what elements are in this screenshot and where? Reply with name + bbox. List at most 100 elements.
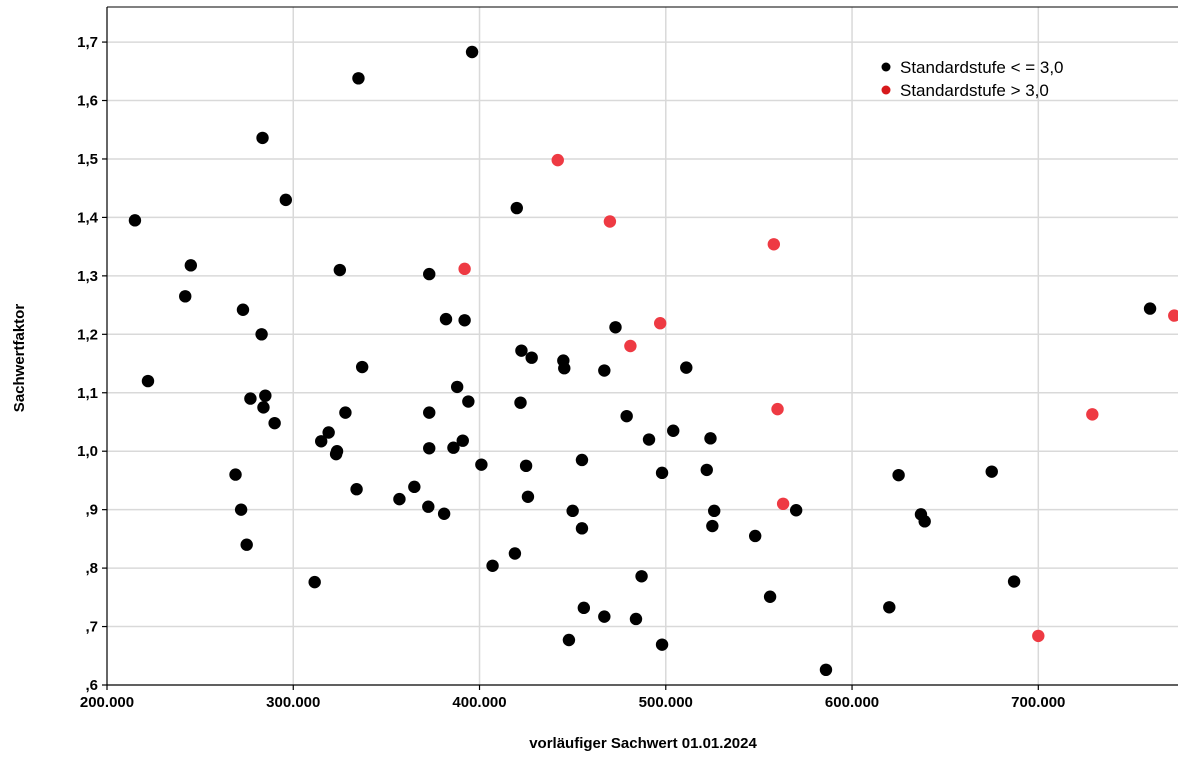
point-standardstufe-le-3 [279,193,293,207]
point-standardstufe-gt-3 [653,317,667,330]
point-standardstufe-gt-3 [551,153,564,167]
point-standardstufe-le-3 [525,351,538,364]
point-standardstufe-le-3 [985,465,998,478]
point-standardstufe-gt-3 [1168,309,1178,322]
point-standardstufe-le-3 [352,72,365,85]
point-standardstufe-le-3 [577,601,591,615]
point-standardstufe-le-3 [437,507,451,520]
point-standardstufe-le-3 [510,201,523,215]
point-standardstufe-le-3 [236,303,250,316]
point-standardstufe-le-3 [704,432,717,445]
point-standardstufe-le-3 [655,466,669,480]
point-standardstufe-le-3 [575,453,589,467]
y-axis-title: Sachwertfaktor [11,304,28,413]
point-standardstufe-gt-3 [1086,408,1099,421]
point-standardstufe-le-3 [423,442,436,455]
y-tick-label: 1,4 [77,209,99,226]
point-standardstufe-le-3 [423,406,436,419]
y-tick-label: 1,3 [77,268,98,285]
point-standardstufe-le-3 [598,610,611,623]
point-standardstufe-le-3 [256,131,269,145]
x-tick-label: 400.000 [452,694,506,711]
point-standardstufe-le-3 [819,663,833,677]
y-tick-label: ,8 [85,560,98,577]
point-standardstufe-le-3 [229,468,242,481]
point-standardstufe-le-3 [259,389,272,402]
y-tick-label: ,6 [85,677,98,694]
point-standardstufe-le-3 [892,468,905,482]
point-standardstufe-le-3 [575,522,589,535]
point-standardstufe-gt-3 [458,262,471,276]
x-tick-label: 500.000 [639,694,693,711]
point-standardstufe-le-3 [257,401,270,414]
point-standardstufe-le-3 [680,361,693,374]
point-standardstufe-le-3 [330,445,344,458]
point-standardstufe-le-3 [508,547,522,560]
point-standardstufe-gt-3 [624,339,637,353]
point-standardstufe-le-3 [439,312,453,326]
grid-layer [107,7,1178,685]
x-tick-label: 200.000 [80,694,134,711]
point-standardstufe-le-3 [1007,575,1021,588]
point-standardstufe-le-3 [244,392,257,405]
y-tick-label: 1,6 [77,93,98,110]
legend-label: Standardstufe > 3,0 [900,81,1049,100]
point-standardstufe-le-3 [515,344,528,357]
point-standardstufe-le-3 [350,482,363,496]
y-tick-label: ,9 [85,502,98,519]
point-standardstufe-le-3 [789,504,803,517]
points-layer [128,45,1178,677]
point-standardstufe-le-3 [322,426,335,439]
point-standardstufe-le-3 [763,590,777,603]
point-standardstufe-le-3 [234,503,248,516]
point-standardstufe-le-3 [456,434,469,447]
x-axis-title: vorläufiger Sachwert 01.01.2024 [529,735,757,752]
point-standardstufe-le-3 [240,538,253,551]
y-tick-label: 1,0 [77,443,98,460]
point-standardstufe-le-3 [447,441,460,454]
point-standardstufe-le-3 [184,259,198,272]
point-standardstufe-le-3 [883,601,896,614]
point-standardstufe-le-3 [642,433,656,446]
point-standardstufe-le-3 [519,459,533,473]
point-standardstufe-le-3 [635,570,648,583]
axes-layer: 200.000 300.000 400.000 500.000 600.000 700.0… [77,6,1178,711]
point-standardstufe-le-3 [706,519,719,533]
point-standardstufe-le-3 [128,214,142,227]
y-tick-label: 1,1 [77,385,98,402]
point-standardstufe-gt-3 [771,402,784,416]
point-standardstufe-le-3 [422,500,435,513]
y-tick-label: 1,5 [77,151,98,168]
point-standardstufe-le-3 [315,435,328,448]
y-tick-label: 1,7 [77,34,98,51]
point-standardstufe-le-3 [458,314,471,327]
point-standardstufe-le-3 [268,416,281,430]
point-standardstufe-le-3 [748,529,762,543]
point-standardstufe-gt-3 [776,497,790,511]
point-standardstufe-le-3 [141,374,155,388]
point-standardstufe-le-3 [598,364,611,377]
point-standardstufe-le-3 [521,490,535,503]
point-standardstufe-gt-3 [1032,629,1045,643]
legend-label: Standardstufe < = 3,0 [900,58,1064,77]
legend: Standardstufe < = 3,0 Standardstufe > 3,0 [881,58,1064,100]
point-standardstufe-le-3 [339,406,352,419]
point-standardstufe-le-3 [700,463,713,477]
point-standardstufe-le-3 [475,458,488,471]
x-tick-label: 700.000 [1011,694,1065,711]
x-tick-label: 600.000 [825,694,879,711]
point-standardstufe-le-3 [609,321,622,334]
point-standardstufe-le-3 [423,267,436,281]
point-standardstufe-le-3 [462,395,475,408]
point-standardstufe-le-3 [179,290,192,303]
point-standardstufe-le-3 [450,380,464,394]
point-standardstufe-le-3 [708,504,721,518]
point-standardstufe-le-3 [465,45,479,59]
point-standardstufe-le-3 [333,263,347,277]
point-standardstufe-le-3 [514,396,527,409]
point-standardstufe-le-3 [308,575,321,589]
point-standardstufe-le-3 [667,424,680,437]
point-standardstufe-le-3 [1143,302,1157,315]
